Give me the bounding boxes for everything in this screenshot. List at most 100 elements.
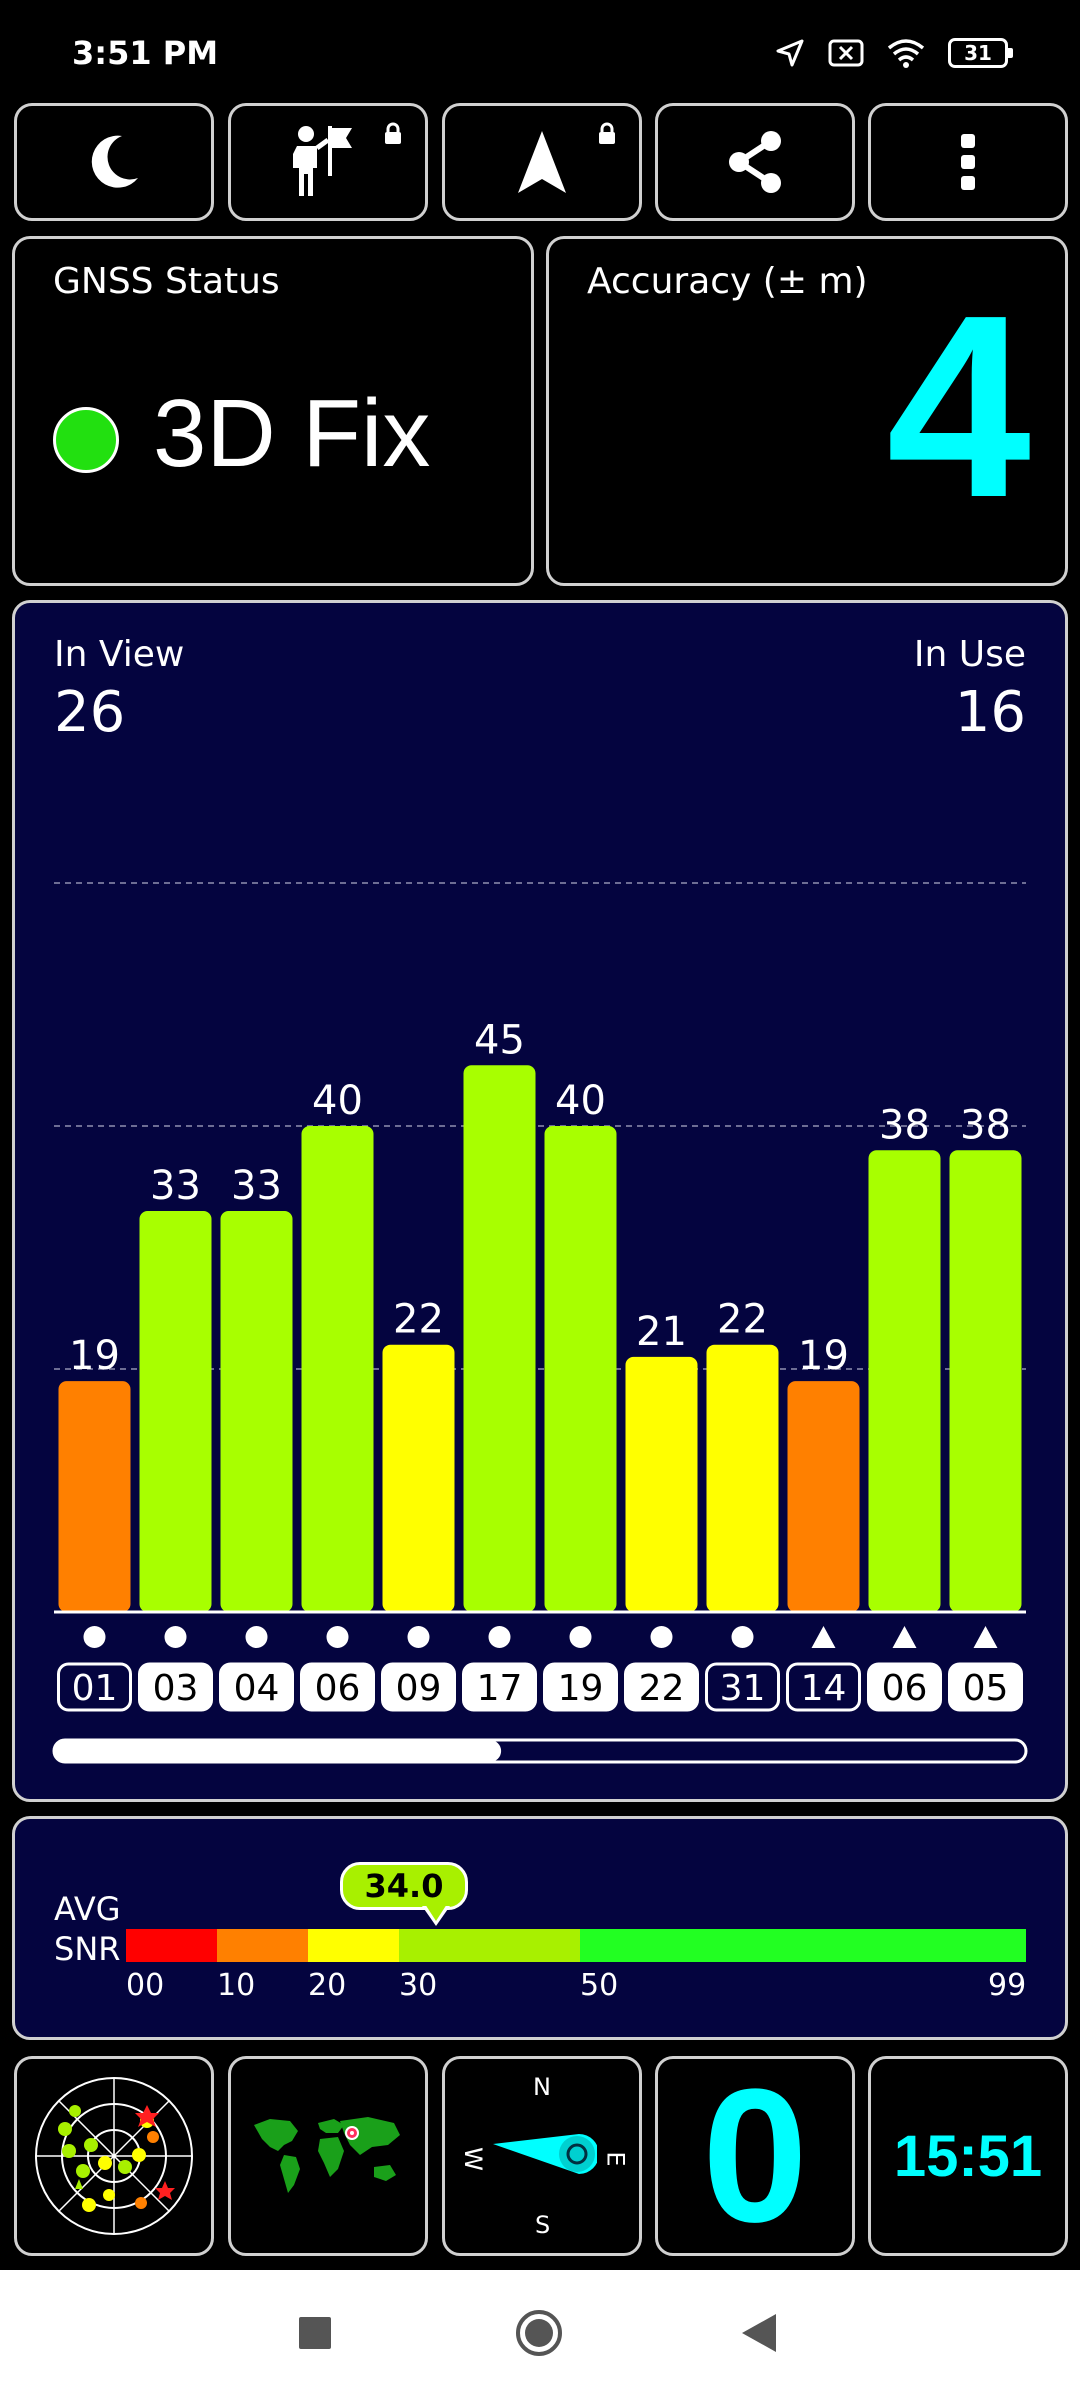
snr-value-label: 40 xyxy=(312,1078,363,1124)
fix-indicator-dot xyxy=(53,407,119,473)
clock-value: 15:51 xyxy=(893,2123,1043,2189)
battery-level: 31 xyxy=(964,41,992,65)
snr-tick-00: 00 xyxy=(126,1968,165,2003)
constellation-marker xyxy=(811,1626,836,1648)
snr-bar xyxy=(463,1065,536,1612)
prn-box xyxy=(57,1662,132,1712)
snr-bar xyxy=(625,1356,698,1612)
world-map-icon xyxy=(254,2117,400,2193)
snr-tick-10: 10 xyxy=(217,1968,256,2003)
in-use-label: In Use xyxy=(913,634,1026,675)
snr-value-label: 38 xyxy=(879,1102,930,1148)
satellites-in-fix-value: 0 xyxy=(702,2050,808,2262)
prn-label: 22 xyxy=(639,1668,685,1709)
prn-box xyxy=(624,1662,699,1712)
back-icon[interactable] xyxy=(742,2314,776,2352)
constellation-marker xyxy=(326,1626,349,1648)
snr-value-label: 19 xyxy=(69,1333,120,1379)
snr-tick-30: 30 xyxy=(399,1968,438,2003)
prn-box xyxy=(543,1662,618,1712)
snr-value-label: 22 xyxy=(717,1297,768,1343)
prn-box xyxy=(462,1662,537,1712)
compass-west: W xyxy=(458,2147,487,2171)
snr-tick-20: 20 xyxy=(308,1968,347,2003)
constellation-marker xyxy=(973,1626,998,1648)
gnss-status-value: 3D Fix xyxy=(153,380,431,487)
snr-scale-segment xyxy=(580,1929,1026,1962)
snr-bar xyxy=(544,1126,617,1612)
in-view-label: In View xyxy=(54,634,185,675)
lock-icon xyxy=(599,122,615,144)
satellites-in-fix-tile[interactable]: 0 xyxy=(655,2056,855,2256)
snr-bar xyxy=(868,1150,941,1612)
person-flag-button[interactable] xyxy=(228,103,428,221)
more-options-button[interactable] xyxy=(868,103,1068,221)
snr-bar xyxy=(58,1381,131,1612)
constellation-marker xyxy=(407,1626,430,1648)
wifi-icon xyxy=(887,39,925,68)
snr-scale-segment xyxy=(217,1929,308,1962)
prn-label: 05 xyxy=(963,1668,1009,1709)
person-flag-icon xyxy=(293,126,352,196)
location-arrow-icon xyxy=(776,39,804,67)
night-mode-button[interactable] xyxy=(14,103,214,221)
snr-value-label: 45 xyxy=(474,1017,525,1063)
avg-label: AVG xyxy=(54,1890,121,1928)
avg-snr-panel xyxy=(12,1816,1068,2040)
snr-value-label: 33 xyxy=(231,1163,282,1209)
snr-value-label: 22 xyxy=(393,1297,444,1343)
accuracy-value: 4 xyxy=(886,262,1031,552)
in-view-count: 26 xyxy=(54,680,126,745)
snr-tick-99: 99 xyxy=(988,1968,1027,2003)
navigation-button[interactable] xyxy=(442,103,642,221)
system-navigation-bar xyxy=(0,2270,1080,2400)
moon-icon xyxy=(91,135,138,188)
avg-snr-value-bubble: 34.0 xyxy=(340,1862,468,1910)
gnss-status-label: GNSS Status xyxy=(53,261,280,302)
snr-scale-segment xyxy=(126,1929,217,1962)
snr-scale-segment xyxy=(308,1929,399,1962)
prn-label: 14 xyxy=(801,1668,847,1709)
snr-bar xyxy=(382,1344,455,1612)
snr-value-label: 33 xyxy=(150,1163,201,1209)
in-use-count: 16 xyxy=(954,680,1026,745)
prn-label: 09 xyxy=(396,1668,442,1709)
constellation-marker xyxy=(650,1626,673,1648)
sky-view-tile[interactable] xyxy=(14,2056,214,2256)
snr-value-label: 21 xyxy=(636,1309,687,1355)
compass-north: N xyxy=(533,2073,551,2101)
snr-value-label: 19 xyxy=(798,1333,849,1379)
gnss-status-panel[interactable]: GNSS Status 3D Fix xyxy=(12,236,534,586)
battery-icon: 31 xyxy=(948,38,1013,68)
compass-south: S xyxy=(535,2211,551,2239)
sky-view-icon xyxy=(35,2077,193,2235)
bubble-pointer-fill xyxy=(425,1904,447,1921)
snr-scale-segment xyxy=(399,1929,580,1962)
snr-bar xyxy=(787,1381,860,1612)
snr-bar xyxy=(706,1344,779,1612)
share-button[interactable] xyxy=(655,103,855,221)
prn-box xyxy=(786,1662,861,1712)
prn-label: 31 xyxy=(720,1668,766,1709)
snr-bar xyxy=(220,1211,293,1612)
clock-tile[interactable]: 15:51 xyxy=(868,2056,1068,2256)
status-icons: 31 xyxy=(774,36,1013,70)
prn-box xyxy=(705,1662,780,1712)
more-vertical-icon xyxy=(961,134,975,190)
home-icon[interactable] xyxy=(514,2308,564,2358)
compass-icon xyxy=(493,2134,597,2174)
accuracy-panel[interactable]: Accuracy (± m) 4 xyxy=(546,236,1068,586)
snr-value-label: 40 xyxy=(555,1078,606,1124)
avg-snr-value: 34.0 xyxy=(364,1867,444,1905)
prn-box xyxy=(867,1662,942,1712)
compass-east: E xyxy=(601,2151,630,2167)
snr-bar xyxy=(949,1150,1022,1612)
world-map-tile[interactable] xyxy=(228,2056,428,2256)
status-time: 3:51 PM xyxy=(72,34,219,72)
recent-apps-icon[interactable] xyxy=(298,2316,332,2350)
lock-icon xyxy=(385,122,401,144)
prn-label: 06 xyxy=(315,1668,361,1709)
compass-tile[interactable]: N S E W xyxy=(442,2056,642,2256)
snr-bar-chart: 19 01 33 03 33 04 40 06 22 09 45 17 40 19 21 22 22 31 19 14… xyxy=(52,882,1028,1764)
constellation-marker xyxy=(569,1626,592,1648)
